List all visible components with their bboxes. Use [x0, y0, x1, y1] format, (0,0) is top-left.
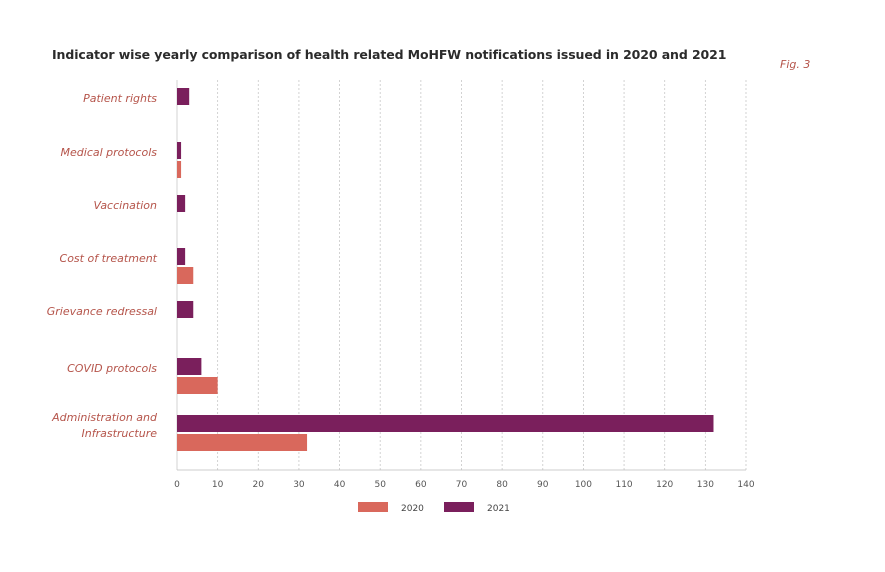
x-tick-label: 20	[253, 480, 265, 490]
bar-2020	[177, 267, 194, 284]
bar-2021	[177, 88, 190, 105]
category-label: Administration and	[51, 411, 158, 424]
category-label: Patient rights	[83, 92, 157, 105]
category-label: Cost of treatment	[60, 252, 158, 265]
bar-2021	[177, 195, 186, 212]
legend-label-2021: 2021	[487, 504, 510, 514]
x-tick-label: 80	[496, 480, 508, 490]
bar-2021	[177, 301, 194, 318]
category-label: Infrastructure	[81, 427, 157, 440]
x-tick-label: 30	[293, 480, 305, 490]
x-tick-label: 10	[212, 480, 224, 490]
category-labels: Patient rights Medical protocols Vaccinati…	[47, 92, 158, 440]
category-label: Vaccination	[94, 199, 158, 212]
x-tick-label: 90	[537, 480, 549, 490]
x-tick-label: 130	[697, 480, 714, 490]
legend-label-2020: 2020	[401, 504, 424, 514]
x-tick-label: 100	[575, 480, 592, 490]
bar-2021	[177, 142, 182, 159]
bar-2020	[177, 434, 308, 451]
x-tick-label: 110	[615, 480, 632, 490]
bar-2020	[177, 377, 218, 394]
x-tick-label: 0	[174, 480, 180, 490]
bar-2021	[177, 358, 202, 375]
x-tick-label: 140	[737, 480, 754, 490]
bar-2021	[177, 415, 714, 432]
x-tick-label: 70	[456, 480, 468, 490]
legend: 2020 2021	[358, 502, 510, 514]
chart-title: Indicator wise yearly comparison of heal…	[52, 47, 727, 62]
grid-lines	[176, 80, 747, 470]
x-tick-label: 50	[374, 480, 386, 490]
x-tick-label: 120	[656, 480, 673, 490]
x-tick-label: 60	[415, 480, 427, 490]
x-axis: 0 10 20 30 40 50 60 70 80 90 100 110 120 130 140	[174, 469, 755, 490]
category-label: Grievance redressal	[47, 305, 157, 318]
figure-label: Fig. 3	[780, 58, 811, 71]
category-label: COVID protocols	[67, 362, 157, 375]
category-label: Medical protocols	[61, 146, 158, 159]
bar-2020	[177, 161, 182, 178]
legend-swatch-2020	[358, 502, 388, 512]
bars	[177, 88, 714, 451]
x-tick-label: 40	[334, 480, 346, 490]
bar-2021	[177, 248, 186, 265]
legend-swatch-2021	[444, 502, 474, 512]
